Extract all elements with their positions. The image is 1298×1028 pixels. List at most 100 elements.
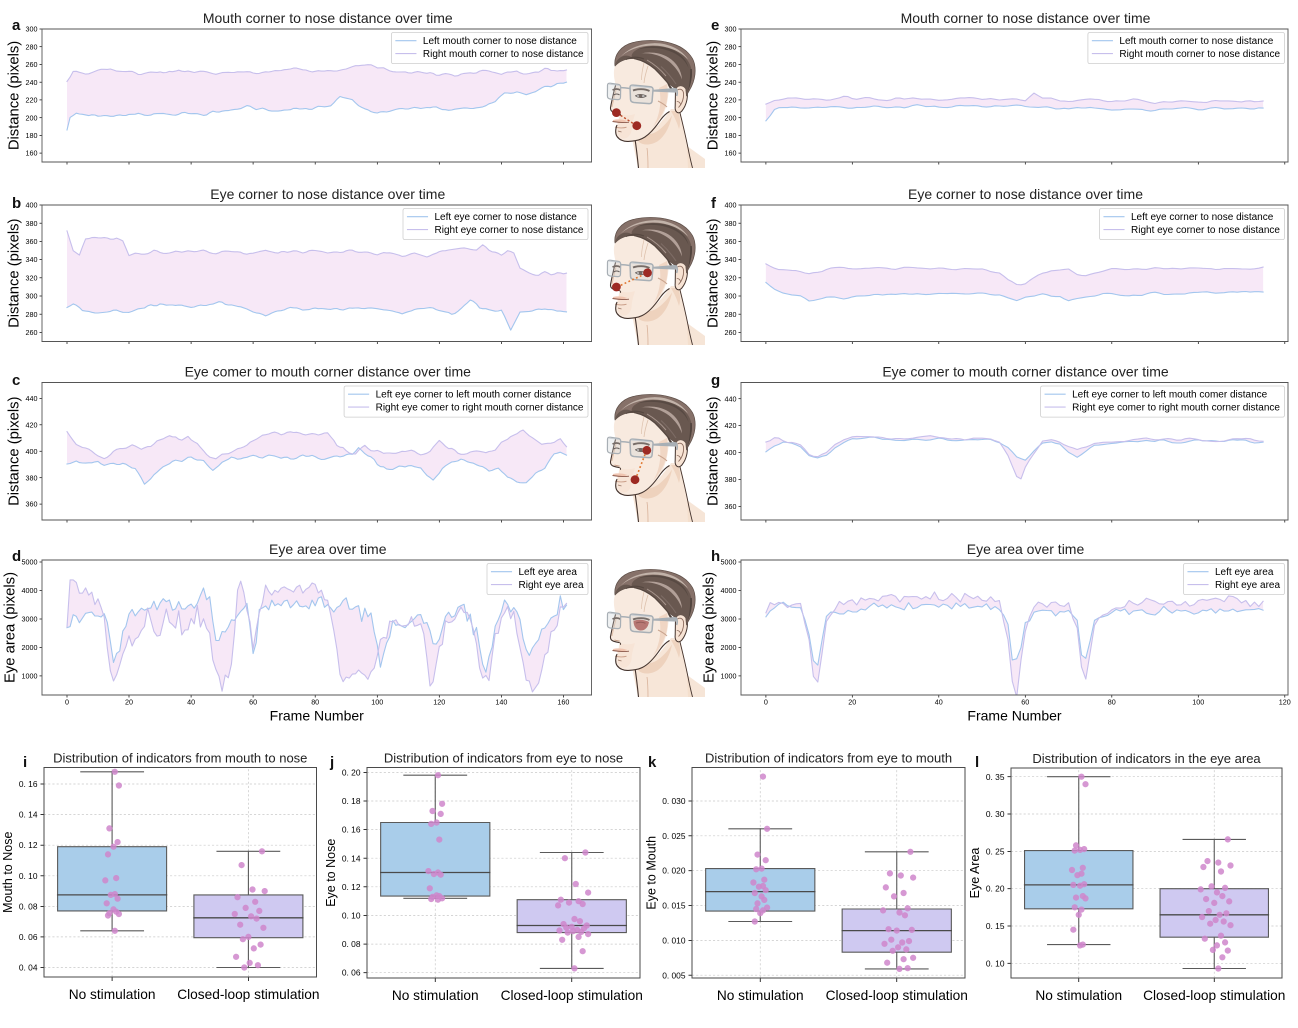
- svg-text:Left eye corner to left mouth: Left eye corner to left mouth corner dis…: [376, 390, 572, 401]
- svg-text:0. 025: 0. 025: [662, 831, 686, 841]
- svg-text:No stimulation: No stimulation: [392, 988, 479, 1003]
- svg-text:Distance (pixels): Distance (pixels): [6, 396, 22, 505]
- svg-text:g: g: [711, 372, 720, 389]
- svg-text:Eye corner to nose distance ov: Eye corner to nose distance over time: [210, 186, 445, 202]
- svg-text:400: 400: [725, 448, 737, 457]
- svg-text:Eye corner to nose distance ov: Eye corner to nose distance over time: [908, 186, 1143, 202]
- svg-text:Closed-loop stimulation: Closed-loop stimulation: [826, 988, 968, 1003]
- svg-text:240: 240: [725, 78, 737, 87]
- svg-text:420: 420: [26, 420, 38, 429]
- svg-text:Mouth to Nose: Mouth to Nose: [1, 832, 15, 913]
- svg-text:160: 160: [557, 698, 569, 707]
- svg-text:0. 08: 0. 08: [19, 901, 38, 911]
- svg-text:0. 10: 0. 10: [342, 911, 361, 921]
- svg-text:0. 18: 0. 18: [342, 796, 361, 806]
- svg-text:20: 20: [125, 698, 133, 707]
- svg-text:280: 280: [26, 42, 38, 51]
- svg-text:60: 60: [1021, 698, 1029, 707]
- svg-text:i: i: [23, 754, 27, 771]
- svg-text:0. 020: 0. 020: [662, 866, 686, 876]
- svg-text:60: 60: [249, 698, 257, 707]
- svg-text:340: 340: [725, 255, 737, 264]
- svg-text:160: 160: [26, 149, 38, 158]
- svg-text:Distribution of indicators fro: Distribution of indicators from eye to n…: [384, 751, 623, 766]
- svg-text:Left eye area: Left eye area: [1215, 567, 1274, 578]
- svg-text:Closed-loop stimulation: Closed-loop stimulation: [1143, 988, 1285, 1003]
- svg-text:0. 08: 0. 08: [342, 939, 361, 949]
- svg-text:4000: 4000: [22, 586, 38, 595]
- svg-text:20: 20: [848, 698, 856, 707]
- svg-text:0. 20: 0. 20: [342, 767, 361, 777]
- svg-text:Distribution of indicators in: Distribution of indicators in the eye ar…: [1032, 751, 1261, 766]
- svg-text:Right eye corner to nose dista: Right eye corner to nose distance: [435, 225, 584, 236]
- svg-text:340: 340: [26, 255, 38, 264]
- svg-text:a: a: [12, 17, 21, 34]
- svg-text:e: e: [711, 17, 719, 34]
- svg-text:h: h: [711, 548, 720, 565]
- svg-text:Right mouth corner to nose dis: Right mouth corner to nose distance: [423, 49, 584, 60]
- svg-text:180: 180: [26, 131, 38, 140]
- svg-text:Distance (pixels): Distance (pixels): [705, 218, 721, 327]
- svg-text:Eye comer to mouth corner dist: Eye comer to mouth corner distance over …: [882, 364, 1169, 380]
- svg-text:0. 04: 0. 04: [19, 963, 38, 973]
- svg-text:No stimulation: No stimulation: [69, 987, 156, 1002]
- svg-text:360: 360: [725, 237, 737, 246]
- svg-text:0. 14: 0. 14: [342, 853, 361, 863]
- svg-text:Distance (pixels): Distance (pixels): [6, 218, 22, 327]
- svg-text:1000: 1000: [22, 672, 38, 681]
- svg-text:0. 30: 0. 30: [986, 809, 1005, 819]
- svg-text:Right mouth corner to nose dis: Right mouth corner to nose distance: [1119, 49, 1280, 60]
- svg-text:No stimulation: No stimulation: [717, 988, 804, 1003]
- svg-text:Distance (pixels): Distance (pixels): [705, 41, 721, 150]
- svg-text:80: 80: [1108, 698, 1116, 707]
- svg-text:320: 320: [725, 273, 737, 282]
- svg-text:l: l: [975, 754, 979, 771]
- svg-text:Mouth corner to nose distance: Mouth corner to nose distance over time: [901, 10, 1151, 26]
- svg-text:0. 16: 0. 16: [342, 825, 361, 835]
- svg-text:80: 80: [311, 698, 319, 707]
- svg-text:420: 420: [725, 421, 737, 430]
- svg-text:0. 12: 0. 12: [19, 840, 38, 850]
- svg-text:0: 0: [65, 698, 69, 707]
- svg-text:140: 140: [495, 698, 507, 707]
- svg-text:360: 360: [26, 500, 38, 509]
- svg-text:400: 400: [725, 201, 737, 210]
- svg-text:f: f: [711, 195, 717, 212]
- svg-text:0. 10: 0. 10: [19, 871, 38, 881]
- svg-text:4000: 4000: [721, 586, 737, 595]
- svg-text:160: 160: [725, 149, 737, 158]
- svg-text:220: 220: [26, 96, 38, 105]
- svg-text:Left eye corner to left mouth: Left eye corner to left mouth comer dist…: [1072, 390, 1268, 401]
- svg-text:Right eye corner to nose dista: Right eye corner to nose distance: [1131, 225, 1280, 236]
- svg-text:5000: 5000: [721, 558, 737, 567]
- svg-text:Left eye corner to nose distan: Left eye corner to nose distance: [435, 212, 578, 223]
- svg-text:0. 35: 0. 35: [986, 772, 1005, 782]
- svg-text:400: 400: [26, 447, 38, 456]
- svg-text:100: 100: [371, 698, 383, 707]
- svg-text:280: 280: [26, 310, 38, 319]
- svg-text:Eye Area: Eye Area: [968, 848, 982, 899]
- svg-text:Closed-loop stimulation: Closed-loop stimulation: [177, 987, 319, 1002]
- svg-text:400: 400: [26, 201, 38, 210]
- svg-text:Eye area (pixels): Eye area (pixels): [2, 572, 18, 683]
- svg-text:3000: 3000: [22, 615, 38, 624]
- svg-text:2000: 2000: [721, 643, 737, 652]
- svg-text:200: 200: [725, 113, 737, 122]
- svg-text:100: 100: [1192, 698, 1204, 707]
- svg-text:0. 12: 0. 12: [342, 882, 361, 892]
- svg-text:0: 0: [764, 698, 768, 707]
- svg-text:440: 440: [725, 394, 737, 403]
- svg-text:c: c: [12, 372, 20, 389]
- svg-text:220: 220: [725, 96, 737, 105]
- svg-text:200: 200: [26, 113, 38, 122]
- svg-text:3000: 3000: [721, 615, 737, 624]
- svg-text:0. 25: 0. 25: [986, 846, 1005, 856]
- svg-text:Left eye corner to nose distan: Left eye corner to nose distance: [1131, 212, 1274, 223]
- svg-text:Closed-loop stimulation: Closed-loop stimulation: [501, 988, 643, 1003]
- svg-text:1000: 1000: [721, 672, 737, 681]
- svg-text:0. 030: 0. 030: [662, 796, 686, 806]
- svg-text:Frame Number: Frame Number: [967, 707, 1061, 723]
- svg-text:Distribution of indicators fro: Distribution of indicators from eye to m…: [705, 751, 952, 766]
- svg-text:260: 260: [725, 328, 737, 337]
- svg-text:0. 06: 0. 06: [19, 932, 38, 942]
